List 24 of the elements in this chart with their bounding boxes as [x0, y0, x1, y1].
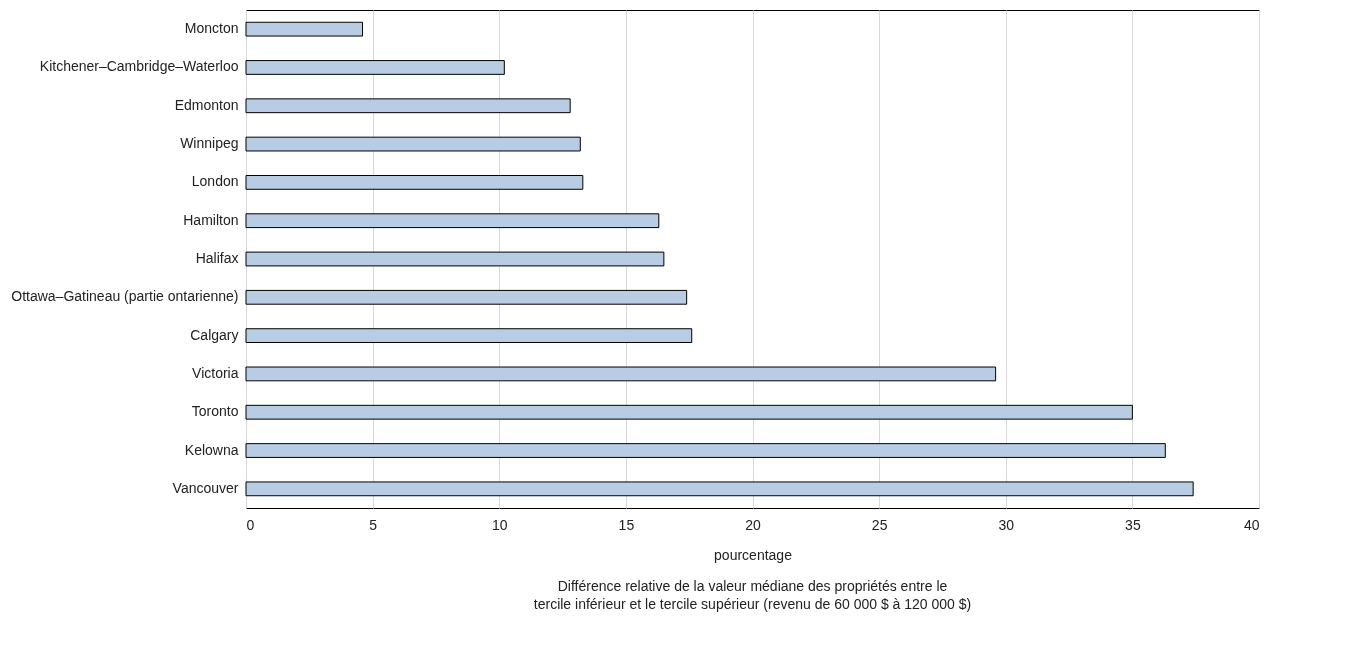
y-tick-label: London: [191, 173, 239, 190]
y-tick-label: Hamilton: [183, 211, 239, 228]
y-tick-label: Ottawa–Gatineau (partie ontarienne): [11, 288, 239, 305]
text: Différence relative de la valeur médiane des propriétés entre le tercile inférieur et le tercile supérieur (revenu de 60 000 $ à 120 000 $): [533, 578, 972, 612]
y-tick-label: Toronto: [191, 403, 239, 420]
x-tick-label: 40: [1243, 516, 1260, 533]
y-tick-label: Kitchener–Cambridge–Waterloo: [39, 58, 239, 75]
x-tick-label: 5: [369, 516, 378, 533]
x-tick-label: 15: [618, 516, 635, 533]
y-tick-label: Victoria: [192, 364, 239, 381]
y-tick-label: Calgary: [190, 326, 239, 343]
y-tick-label: Halifax: [195, 250, 239, 266]
x-tick-label: 30: [998, 516, 1015, 533]
y-tick-label: Vancouver: [172, 479, 239, 496]
x-tick-label: 10: [491, 516, 508, 533]
y-tick-label: Kelowna: [184, 441, 239, 458]
x-axis-title: pourcentage: [714, 546, 793, 563]
x-tick-label: 25: [871, 516, 888, 533]
x-tick-label: 35: [1125, 516, 1141, 533]
y-tick-label: Winnipeg: [180, 135, 239, 152]
y-tick-label: Edmonton: [174, 96, 239, 113]
x-tick-label: 20: [745, 516, 761, 533]
y-tick-label: Moncton: [184, 20, 239, 37]
x-tick-label: 0: [246, 516, 255, 533]
